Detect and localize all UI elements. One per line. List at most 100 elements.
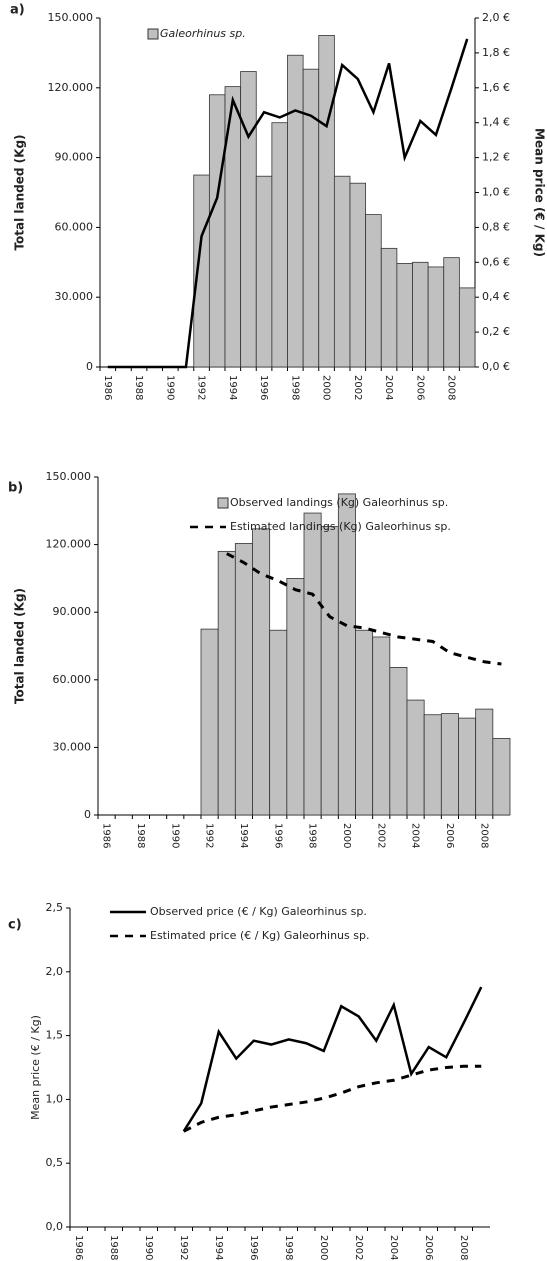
bar — [427, 266, 445, 368]
bar — [193, 174, 210, 368]
y-tick-label: 1,5 — [46, 1029, 64, 1042]
legend-swatch — [217, 497, 229, 509]
y-tick-label: 120.000 — [48, 81, 94, 94]
x-tick-label: 1998 — [283, 1235, 294, 1260]
bar — [234, 543, 253, 816]
y-axis-title: Total landed (Kg) — [13, 134, 27, 250]
x-tick-label: 2006 — [444, 823, 455, 848]
bar — [423, 714, 442, 816]
x-tick-label: 1996 — [248, 1235, 259, 1260]
bar — [475, 708, 494, 816]
y-axis-title: Total landed (Kg) — [13, 588, 27, 704]
x-tick-label: 1990 — [164, 375, 175, 400]
bar — [271, 122, 288, 368]
y-tick-label: 30.000 — [53, 740, 92, 753]
line — [107, 38, 469, 369]
x-tick-label: 1988 — [133, 375, 144, 400]
panel-label: a) — [10, 3, 25, 18]
x-tick-label: 2008 — [478, 823, 489, 848]
bar — [406, 699, 425, 816]
x-tick-label: 1988 — [135, 823, 146, 848]
x-tick-label: 2004 — [410, 823, 421, 848]
x-tick-label: 1994 — [213, 1235, 224, 1260]
y-tick-label: 2,0 — [46, 965, 64, 978]
bar — [303, 512, 322, 816]
line — [226, 552, 502, 666]
x-tick-label: 2002 — [352, 375, 363, 400]
x-tick-label: 1990 — [169, 823, 180, 848]
bar — [412, 261, 429, 368]
y2-tick-label: 2,0 € — [482, 11, 510, 24]
y2-tick-label: 0,8 € — [482, 220, 510, 233]
y2-tick-label: 0,6 € — [482, 255, 510, 268]
x-tick-label: 1986 — [73, 1235, 84, 1260]
legend-label: Observed landings (Kg) Galeorhinus sp. — [230, 496, 448, 509]
y2-tick-label: 1,2 € — [482, 151, 510, 164]
bar — [492, 737, 511, 816]
bar — [333, 175, 351, 368]
legend-label: Observed price (€ / Kg) Galeorhinus sp. — [150, 905, 367, 918]
bar — [443, 257, 460, 368]
x-tick-label: 2004 — [383, 375, 394, 400]
y-tick-label: 60.000 — [53, 673, 92, 686]
bar — [287, 54, 304, 368]
y-tick-label: 0,0 — [46, 1220, 64, 1233]
x-tick-label: 1996 — [258, 375, 269, 400]
y-tick-label: 2,5 — [46, 901, 64, 914]
x-tick-label: 2004 — [388, 1235, 399, 1260]
x-tick-label: 2002 — [375, 823, 386, 848]
bar — [269, 629, 288, 816]
x-tick-label: 1994 — [227, 375, 238, 400]
x-tick-label: 2008 — [458, 1235, 469, 1260]
bar — [380, 247, 398, 368]
y2-axis-title: Mean price (€ / Kg) — [533, 128, 547, 257]
x-tick-label: 2000 — [318, 1235, 329, 1260]
bar — [318, 35, 335, 368]
y-tick-label: 60.000 — [55, 220, 94, 233]
y-tick-label: 30.000 — [55, 290, 94, 303]
x-tick-label: 2000 — [321, 375, 332, 400]
y-tick-label: 1,0 — [46, 1092, 64, 1105]
panel-label: b) — [8, 481, 23, 496]
y-tick-label: 150.000 — [48, 11, 94, 24]
x-tick-label: 1986 — [102, 375, 113, 400]
y2-tick-label: 1,8 € — [482, 46, 510, 59]
y2-tick-label: 1,4 € — [482, 116, 510, 129]
bar — [208, 94, 226, 368]
x-tick-label: 1986 — [101, 823, 112, 848]
y-axis-title: Mean price (€ / Kg) — [29, 1015, 42, 1120]
bar — [240, 71, 257, 368]
bar — [396, 263, 413, 368]
y2-tick-label: 0,0 € — [482, 360, 510, 373]
y-tick-label: 150.000 — [46, 470, 92, 483]
bar — [365, 214, 382, 368]
legend-label: Galeorhinus sp. — [160, 27, 246, 40]
x-tick-label: 1992 — [196, 375, 207, 400]
x-tick-label: 1994 — [238, 823, 249, 848]
x-tick-label: 1996 — [272, 823, 283, 848]
x-tick-label: 2000 — [341, 823, 352, 848]
legend-label: Estimated landings (Kg) Galeorhinus sp. — [230, 520, 451, 533]
bar — [255, 175, 273, 368]
bar — [372, 636, 391, 816]
x-tick-label: 1998 — [289, 375, 300, 400]
line — [182, 986, 483, 1132]
bar — [320, 526, 339, 816]
x-tick-label: 2008 — [446, 375, 457, 400]
y-tick-label: 0 — [84, 808, 91, 821]
panel-label: c) — [8, 918, 22, 933]
y-tick-label: 90.000 — [53, 605, 92, 618]
bar — [458, 287, 476, 368]
bar — [286, 578, 305, 816]
x-tick-label: 2006 — [423, 1235, 434, 1260]
bar — [252, 528, 271, 816]
x-tick-label: 2006 — [414, 375, 425, 400]
bar — [440, 713, 459, 816]
y2-tick-label: 0,4 € — [482, 290, 510, 303]
bar — [355, 629, 374, 816]
y-tick-label: 0 — [86, 360, 93, 373]
x-tick-label: 2002 — [353, 1235, 364, 1260]
y2-tick-label: 0,2 € — [482, 325, 510, 338]
line — [183, 1064, 482, 1133]
